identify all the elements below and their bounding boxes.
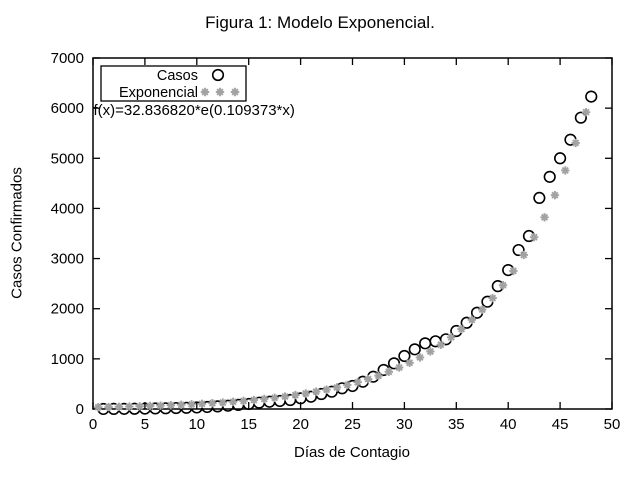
data-points: [93, 90, 598, 416]
y-tick-label: 4000: [51, 200, 84, 217]
y-tick-label: 1000: [51, 351, 84, 368]
circle-marker: [419, 337, 432, 350]
asterisk-marker: [571, 138, 580, 148]
asterisk-marker: [581, 107, 591, 117]
asterisk-marker: [561, 166, 570, 175]
asterisk-marker: [467, 315, 477, 325]
x-tick-label: 0: [89, 416, 97, 433]
asterisk-marker: [322, 385, 331, 394]
legend: Casos Exponencial: [100, 65, 247, 102]
asterisk-marker: [519, 250, 528, 260]
circle-marker: [585, 90, 598, 103]
asterisk-marker: [405, 358, 414, 367]
circle-marker: [387, 357, 401, 370]
circle-marker: [553, 152, 567, 165]
asterisk-marker: [301, 389, 310, 398]
fit-equation-annotation: f(x)=32.836820*e(0.109373*x): [94, 102, 295, 119]
asterisk-marker: [197, 399, 207, 408]
asterisk-marker: [395, 363, 404, 372]
x-tick-label: 45: [552, 416, 569, 433]
asterisk-marker: [218, 398, 227, 407]
x-tick-label: 10: [188, 416, 205, 433]
asterisk-marker: [457, 324, 466, 334]
x-tick-label: 50: [604, 416, 621, 433]
asterisk-marker: [426, 347, 435, 356]
asterisk-marker: [280, 392, 290, 401]
asterisk-marker: [332, 383, 342, 392]
asterisk-marker: [239, 396, 248, 406]
asterisk-marker: [374, 371, 383, 380]
y-tick-label: 5000: [51, 150, 84, 167]
circle-marker: [533, 191, 546, 204]
asterisk-marker: [215, 87, 225, 97]
y-tick-label: 3000: [51, 251, 84, 268]
asterisk-marker: [145, 401, 155, 411]
asterisk-marker: [478, 305, 487, 314]
asterisk-marker: [446, 333, 456, 342]
asterisk-marker: [436, 340, 445, 349]
circle-marker: [512, 243, 525, 257]
asterisk-marker: [291, 390, 300, 400]
x-axis-label: Días de Contagio: [294, 444, 410, 461]
circle-marker: [543, 170, 556, 183]
asterisk-marker: [166, 401, 176, 410]
asterisk-marker: [488, 293, 497, 303]
asterisk-marker: [230, 87, 240, 97]
chart-title: Figura 1: Modelo Exponencial.: [205, 13, 435, 32]
asterisk-marker: [249, 395, 259, 405]
asterisk-marker: [498, 281, 508, 290]
y-tick-label: 0: [76, 401, 84, 418]
legend-label-casos: Casos: [157, 68, 198, 84]
asterisk-marker: [550, 190, 560, 200]
asterisk-marker: [270, 393, 279, 403]
legend-markers: [200, 68, 240, 97]
y-axis-label: Casos Confirmados: [8, 167, 26, 299]
asterisk-marker: [200, 87, 210, 97]
asterisk-marker: [93, 403, 103, 412]
x-tick-label: 40: [500, 416, 517, 433]
asterisk-marker: [104, 402, 113, 412]
asterisk-marker: [187, 400, 196, 409]
asterisk-marker: [156, 401, 165, 410]
asterisk-marker: [363, 374, 373, 384]
y-tick-label: 6000: [51, 100, 84, 117]
asterisk-marker: [540, 213, 549, 222]
circle-marker: [574, 111, 587, 124]
asterisk-marker: [509, 266, 518, 276]
asterisk-marker: [135, 402, 144, 411]
asterisk-marker: [228, 397, 238, 406]
asterisk-marker: [177, 400, 186, 410]
asterisk-marker: [384, 367, 394, 377]
circle-marker: [408, 343, 421, 356]
asterisk-marker: [343, 380, 352, 390]
x-tick-label: 5: [141, 416, 149, 433]
asterisk-marker: [208, 398, 217, 408]
x-tick-label: 15: [240, 416, 257, 433]
legend-marker-casos: [211, 68, 225, 82]
x-tick-label: 25: [344, 416, 361, 433]
y-tick-label: 7000: [51, 50, 84, 67]
asterisk-marker: [353, 378, 362, 387]
asterisk-marker: [311, 387, 321, 396]
asterisk-marker: [529, 232, 539, 242]
x-tick-label: 20: [292, 416, 309, 433]
asterisk-marker: [260, 394, 269, 404]
x-tick-label: 35: [448, 416, 465, 433]
circle-marker: [398, 349, 411, 363]
asterisk-marker: [415, 353, 425, 362]
x-tick-label: 30: [396, 416, 413, 433]
y-tick-label: 2000: [51, 301, 84, 318]
series-exponencial: [93, 107, 591, 412]
legend-label-exponencial: Exponencial: [119, 85, 198, 101]
axes: 0 5 10 15 20 25 30 35 40 45 50 0 1000 2000 3000 4000 500…: [51, 50, 621, 433]
asterisk-marker: [125, 402, 134, 411]
asterisk-marker: [114, 402, 124, 412]
